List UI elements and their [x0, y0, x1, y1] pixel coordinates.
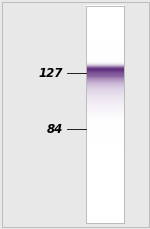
Text: 84: 84 — [47, 123, 63, 136]
Text: 127: 127 — [39, 67, 63, 80]
FancyBboxPatch shape — [86, 6, 124, 223]
